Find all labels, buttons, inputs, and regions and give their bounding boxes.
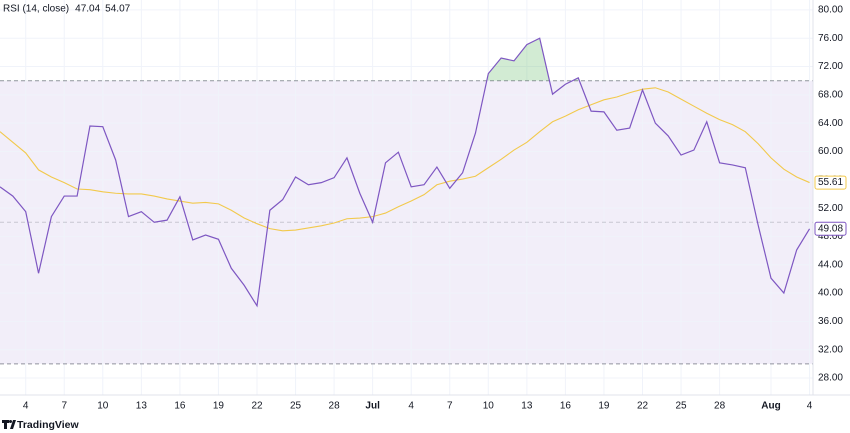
x-tick-label: Aug xyxy=(761,401,780,412)
y-tick-label: 60.00 xyxy=(818,146,843,157)
y-tick-label: 68.00 xyxy=(818,89,843,100)
last-value-box xyxy=(814,221,847,236)
rsi-band xyxy=(0,80,813,364)
x-tick-label: 4 xyxy=(408,401,414,412)
x-tick-label: 10 xyxy=(483,401,495,412)
y-tick-label: 72.00 xyxy=(818,61,843,72)
y-tick-label: 76.00 xyxy=(818,33,843,44)
brand-name: TradingView xyxy=(17,419,79,431)
y-tick-label: 64.00 xyxy=(818,118,843,129)
y-tick-label: 28.00 xyxy=(818,373,843,384)
x-tick-label: 28 xyxy=(329,401,341,412)
x-tick-label: 16 xyxy=(560,401,572,412)
y-tick-label: 36.00 xyxy=(818,316,843,327)
legend-value: 54.07 xyxy=(105,4,130,15)
x-tick-label: 22 xyxy=(251,401,263,412)
rsi-line xyxy=(0,87,810,232)
y-tick-label: 44.00 xyxy=(818,259,843,270)
x-tick-label: 7 xyxy=(61,401,67,412)
x-tick-label: Jul xyxy=(365,401,380,412)
last-value-box xyxy=(814,175,847,190)
y-tick-label: 48.00 xyxy=(818,231,843,242)
rsi-line xyxy=(0,37,811,308)
x-tick-label: 10 xyxy=(97,401,109,412)
legend-value: 47.04 xyxy=(75,4,100,15)
x-tick-label: 28 xyxy=(714,401,726,412)
brand-logo xyxy=(2,420,16,429)
y-tick-label: 40.00 xyxy=(818,288,843,299)
x-tick-label: 22 xyxy=(637,401,649,412)
last-value-label: 49.08 xyxy=(818,223,843,234)
indicator-title: RSI (14, close) xyxy=(3,4,69,15)
x-tick-label: 13 xyxy=(136,401,148,412)
y-tick-label: 32.00 xyxy=(818,344,843,355)
x-tick-label: 19 xyxy=(598,401,610,412)
x-tick-label: 13 xyxy=(521,401,533,412)
y-tick-label: 52.00 xyxy=(818,203,843,214)
y-tick-label: 80.00 xyxy=(818,5,843,16)
x-tick-label: 16 xyxy=(174,401,186,412)
x-tick-label: 4 xyxy=(23,401,29,412)
x-tick-label: 25 xyxy=(675,401,687,412)
x-tick-label: 19 xyxy=(213,401,225,412)
x-tick-label: 25 xyxy=(290,401,302,412)
last-value-label: 55.61 xyxy=(818,177,843,188)
x-tick-label: 4 xyxy=(807,401,813,412)
x-tick-label: 7 xyxy=(447,401,453,412)
